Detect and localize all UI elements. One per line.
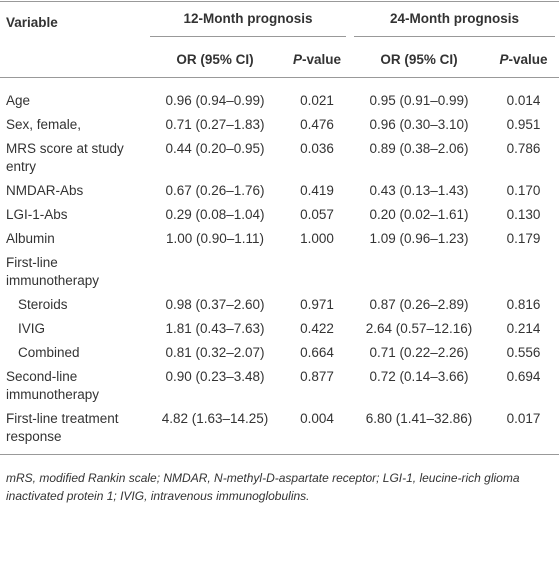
odds-ratio: 0.67 (0.26–1.76) xyxy=(165,183,265,198)
row-label: Combined xyxy=(18,345,80,360)
table-row: Albumin 1.00 (0.90–1.11) 1.000 1.09 (0.96–1… xyxy=(0,227,559,251)
row-label: IVIG xyxy=(18,321,46,336)
row-label: Age xyxy=(6,93,31,108)
odds-ratio: 0.89 (0.38–2.06) xyxy=(369,141,469,156)
header-group: 24-Month prognosis xyxy=(350,2,559,44)
row-label: First-line treatment response xyxy=(6,411,119,444)
empty-cell xyxy=(350,251,488,293)
results-table: Variable 12-Month prognosis 24-Month pro… xyxy=(0,1,559,455)
p-value: 0.017 xyxy=(506,411,541,426)
p-value: 0.877 xyxy=(300,369,334,384)
subheader: P-value xyxy=(488,43,559,78)
p-value: 0.170 xyxy=(506,183,541,198)
odds-ratio: 1.09 (0.96–1.23) xyxy=(369,231,469,246)
group-label: 24-Month prognosis xyxy=(354,10,555,37)
subheader: OR (95% CI) xyxy=(380,52,458,67)
p-value: 0.036 xyxy=(300,141,334,156)
odds-ratio: 0.87 (0.26–2.89) xyxy=(369,297,469,312)
table-row: LGI-1-Abs 0.29 (0.08–1.04) 0.057 0.20 (0.02… xyxy=(0,203,559,227)
header-group: 12-Month prognosis xyxy=(146,2,350,44)
p-value: 0.419 xyxy=(300,183,334,198)
row-label: NMDAR-Abs xyxy=(6,183,84,198)
table-row: Combined 0.81 (0.32–2.07) 0.664 0.71 (0.22–… xyxy=(0,341,559,365)
odds-ratio: 0.81 (0.32–2.07) xyxy=(165,345,265,360)
row-label: Steroids xyxy=(18,297,68,312)
subheader-text: P-value xyxy=(499,52,548,67)
odds-ratio: 1.00 (0.90–1.11) xyxy=(165,231,265,246)
p-value: 0.130 xyxy=(506,207,541,222)
table-row: MRS score at study entry 0.44 (0.20–0.95)… xyxy=(0,137,559,179)
empty-cell xyxy=(284,251,350,293)
odds-ratio: 0.90 (0.23–3.48) xyxy=(165,369,265,384)
p-value: 0.422 xyxy=(300,321,334,336)
empty-cell xyxy=(146,251,284,293)
odds-ratio: 2.64 (0.57–12.16) xyxy=(365,321,473,336)
row-label: LGI-1-Abs xyxy=(6,207,68,222)
p-value: 0.556 xyxy=(506,345,541,360)
row-label: MRS score at study entry xyxy=(6,141,124,174)
table-row: Age 0.96 (0.94–0.99) 0.021 0.95 (0.91–0.99)… xyxy=(0,78,559,114)
table-row: Sex, female, 0.71 (0.27–1.83) 0.476 0.96 (0… xyxy=(0,113,559,137)
p-value: 0.816 xyxy=(506,297,541,312)
p-value: 0.786 xyxy=(506,141,541,156)
group-label: 12-Month prognosis xyxy=(150,10,346,37)
p-value: 0.179 xyxy=(506,231,541,246)
odds-ratio: 0.95 (0.91–0.99) xyxy=(369,93,469,108)
p-value: 1.000 xyxy=(300,231,334,246)
p-value: 0.664 xyxy=(300,345,334,360)
p-value: 0.476 xyxy=(300,117,334,132)
odds-ratio: 0.72 (0.14–3.66) xyxy=(369,369,469,384)
p-value: 0.694 xyxy=(506,369,541,384)
odds-ratio: 0.98 (0.37–2.60) xyxy=(165,297,265,312)
p-value: 0.021 xyxy=(300,93,334,108)
p-value: 0.014 xyxy=(506,93,541,108)
p-value: 0.004 xyxy=(300,411,334,426)
row-label: Albumin xyxy=(6,231,55,246)
odds-ratio: 0.71 (0.22–2.26) xyxy=(369,345,469,360)
table-body: Age 0.96 (0.94–0.99) 0.021 0.95 (0.91–0.99)… xyxy=(0,78,559,455)
table-row: First-line treatment response 4.82 (1.63–… xyxy=(0,407,559,455)
p-value: 0.057 xyxy=(300,207,334,222)
subheader: OR (95% CI) xyxy=(176,52,254,67)
p-value: 0.214 xyxy=(506,321,541,336)
p-value: 0.951 xyxy=(506,117,541,132)
odds-ratio: 0.44 (0.20–0.95) xyxy=(165,141,265,156)
odds-ratio: 0.96 (0.94–0.99) xyxy=(165,93,265,108)
odds-ratio: 0.29 (0.08–1.04) xyxy=(165,207,265,222)
odds-ratio: 6.80 (1.41–32.86) xyxy=(365,411,473,426)
header-variable: Variable xyxy=(6,15,58,30)
odds-ratio: 1.81 (0.43–7.63) xyxy=(165,321,265,336)
table-row: IVIG 1.81 (0.43–7.63) 0.422 2.64 (0.57–12.1… xyxy=(0,317,559,341)
odds-ratio: 0.20 (0.02–1.61) xyxy=(369,207,469,222)
row-label: First-line immunotherapy xyxy=(6,255,100,288)
empty-cell xyxy=(488,251,559,293)
row-label: Second-line immunotherapy xyxy=(6,369,100,402)
odds-ratio: 0.71 (0.27–1.83) xyxy=(165,117,265,132)
odds-ratio: 4.82 (1.63–14.25) xyxy=(161,411,269,426)
subheader-text: P-value xyxy=(292,52,342,67)
table-row: NMDAR-Abs 0.67 (0.26–1.76) 0.419 0.43 (0.13… xyxy=(0,179,559,203)
footnote: mRS, modified Rankin scale; NMDAR, N-met… xyxy=(6,471,520,503)
table-row: First-line immunotherapy xyxy=(0,251,559,293)
odds-ratio: 0.96 (0.30–3.10) xyxy=(369,117,469,132)
table-row: Steroids 0.98 (0.37–2.60) 0.971 0.87 (0.26–… xyxy=(0,293,559,317)
row-label: Sex, female, xyxy=(6,117,82,132)
odds-ratio: 0.43 (0.13–1.43) xyxy=(369,183,469,198)
p-value: 0.971 xyxy=(300,297,334,312)
table-row: Second-line immunotherapy 0.90 (0.23–3.48… xyxy=(0,365,559,407)
subheader: P-value xyxy=(284,43,350,78)
